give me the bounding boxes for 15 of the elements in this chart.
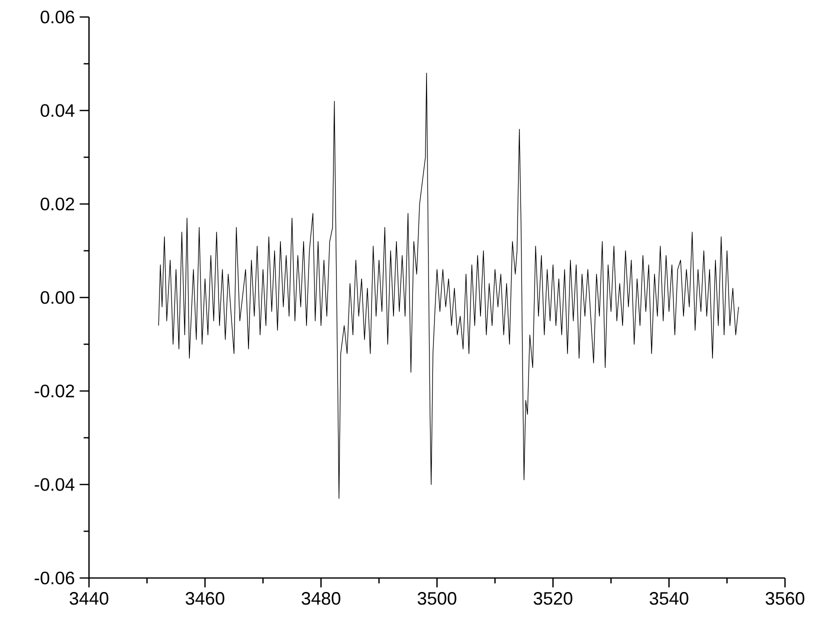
y-tick-label: -0.04 xyxy=(34,478,74,491)
x-tick-label: 3480 xyxy=(302,592,340,605)
x-tick-label: 3540 xyxy=(650,592,688,605)
y-tick-label: -0.06 xyxy=(34,572,74,584)
y-tick-label: 0.00 xyxy=(40,291,74,304)
x-tick-label: 3560 xyxy=(766,592,804,605)
x-tick-label: 3460 xyxy=(186,592,224,605)
x-tick-label: 3500 xyxy=(418,592,456,605)
y-tick-label: 0.02 xyxy=(40,198,74,210)
y-tick-label: 0.06 xyxy=(40,10,74,24)
x-tick-label: 3520 xyxy=(534,592,572,605)
x-tick-label: 3440 xyxy=(70,592,108,605)
y-tick-label: -0.02 xyxy=(34,384,74,398)
line-series xyxy=(158,72,739,499)
y-tick-label: 0.04 xyxy=(40,104,74,117)
